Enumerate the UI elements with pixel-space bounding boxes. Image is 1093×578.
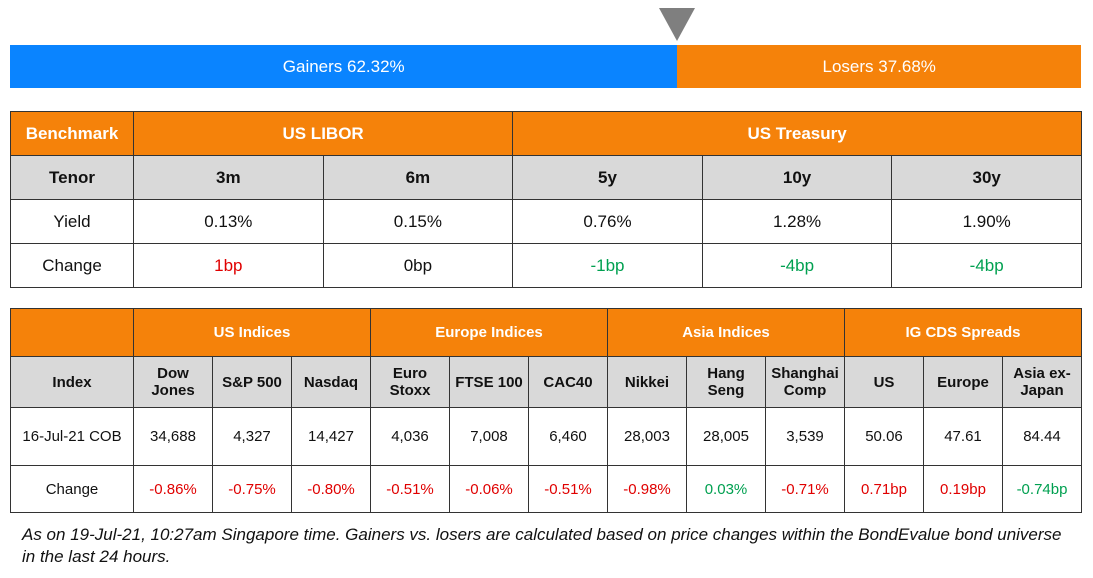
marker (659, 8, 696, 41)
cell: 3,539 (765, 407, 845, 466)
cell: US Indices (133, 308, 371, 357)
cell: -4bp (891, 243, 1082, 288)
cell: -0.71% (765, 465, 845, 513)
cell: -0.86% (133, 465, 213, 513)
losers-label: Losers 37.68% (822, 56, 936, 76)
subheader-row: Index Dow Jones S&P 500 Nasdaq Euro Stoxx FTS… (10, 356, 1082, 408)
cell: -1bp (512, 243, 703, 288)
cell: US (844, 356, 924, 408)
cell: -0.75% (212, 465, 292, 513)
cell: 1bp (133, 243, 324, 288)
cell: Tenor (10, 155, 134, 200)
cell: Shanghai Comp (765, 356, 845, 408)
cell: 0.03% (686, 465, 766, 513)
cell: Benchmark (10, 111, 134, 156)
cell: S&P 500 (212, 356, 292, 408)
cell: US LIBOR (132, 111, 514, 156)
cell: Yield (10, 199, 134, 244)
cell: Dow Jones (133, 356, 213, 408)
cell: 10y (701, 155, 893, 200)
cell: 0.76% (512, 199, 703, 244)
blank-cell (10, 308, 134, 357)
cell: Asia Indices (607, 308, 845, 357)
cell: -0.98% (607, 465, 687, 513)
cell: 34,688 (133, 407, 213, 466)
cell: Asia ex-Japan (1002, 356, 1082, 408)
footnote: As on 19-Jul-21, 10:27am Singapore time.… (22, 525, 1062, 566)
cell: 30y (891, 155, 1082, 200)
cell: US Treasury (512, 111, 1082, 156)
cell: Euro Stoxx (370, 356, 450, 408)
cell: -0.74bp (1002, 465, 1082, 513)
cell: -4bp (701, 243, 893, 288)
cell: 4,036 (370, 407, 450, 466)
cell: 6m (322, 155, 514, 200)
tenor-row: Tenor 3m 6m 5y 10y 30y (10, 155, 1082, 200)
losers-bar: Losers 37.68% (677, 45, 1081, 88)
cell: 4,327 (212, 407, 292, 466)
cell: -0.51% (370, 465, 450, 513)
cell: CAC40 (528, 356, 608, 408)
data-row: Change 1bp 0bp -1bp -4bp -4bp (10, 243, 1082, 288)
cell: 84.44 (1002, 407, 1082, 466)
gainers-label: Gainers 62.32% (282, 56, 405, 76)
cell: 3m (133, 155, 324, 200)
cell: 0.15% (322, 199, 514, 244)
cell: 1.28% (701, 199, 893, 244)
indices-table: US Indices Europe Indices Asia Indices IG C… (10, 308, 1082, 513)
cell: Index (10, 356, 134, 408)
cell: Europe (923, 356, 1003, 408)
cell: 14,427 (291, 407, 371, 466)
cell: Europe Indices (370, 308, 608, 357)
cell: -0.06% (449, 465, 529, 513)
cell: 50.06 (844, 407, 924, 466)
cell: Change (10, 243, 134, 288)
cell: 6,460 (528, 407, 608, 466)
cell: IG CDS Spreads (844, 308, 1082, 357)
cell: 7,008 (449, 407, 529, 466)
cell: 0bp (322, 243, 514, 288)
gainers-bar: Gainers 62.32% (10, 45, 678, 88)
cell: FTSE 100 (449, 356, 529, 408)
cell: -0.51% (528, 465, 608, 513)
cell: Hang Seng (686, 356, 766, 408)
cell: 0.71bp (844, 465, 924, 513)
cell: 47.61 (923, 407, 1003, 466)
cell: Change (10, 465, 134, 513)
cell: 0.19bp (923, 465, 1003, 513)
group-row: US Indices Europe Indices Asia Indices IG C… (10, 308, 1082, 357)
cell: 28,005 (686, 407, 766, 466)
cell: 16-Jul-21 COB (10, 407, 134, 466)
data-row: 16-Jul-21 COB 34,688 4,327 14,427 4,036 7,008… (10, 407, 1082, 466)
cell: 5y (512, 155, 703, 200)
data-row: Change -0.86% -0.75% -0.80% -0.51% -0.06% -0.5… (10, 465, 1082, 513)
cell: 1.90% (891, 199, 1082, 244)
cell: -0.80% (291, 465, 371, 513)
data-row: Yield 0.13% 0.15% 0.76% 1.28% 1.90% (10, 199, 1082, 244)
header-row: Benchmark US LIBOR US Treasury (10, 111, 1082, 156)
cell: 28,003 (607, 407, 687, 466)
rates-table: Benchmark US LIBOR US Treasury Tenor 3m 6m 5y 1… (10, 111, 1082, 288)
cell: 0.13% (133, 199, 324, 244)
breadth-bar: Gainers 62.32% Losers 37.68% (10, 45, 1081, 88)
cell: Nasdaq (291, 356, 371, 408)
cell: Nikkei (607, 356, 687, 408)
